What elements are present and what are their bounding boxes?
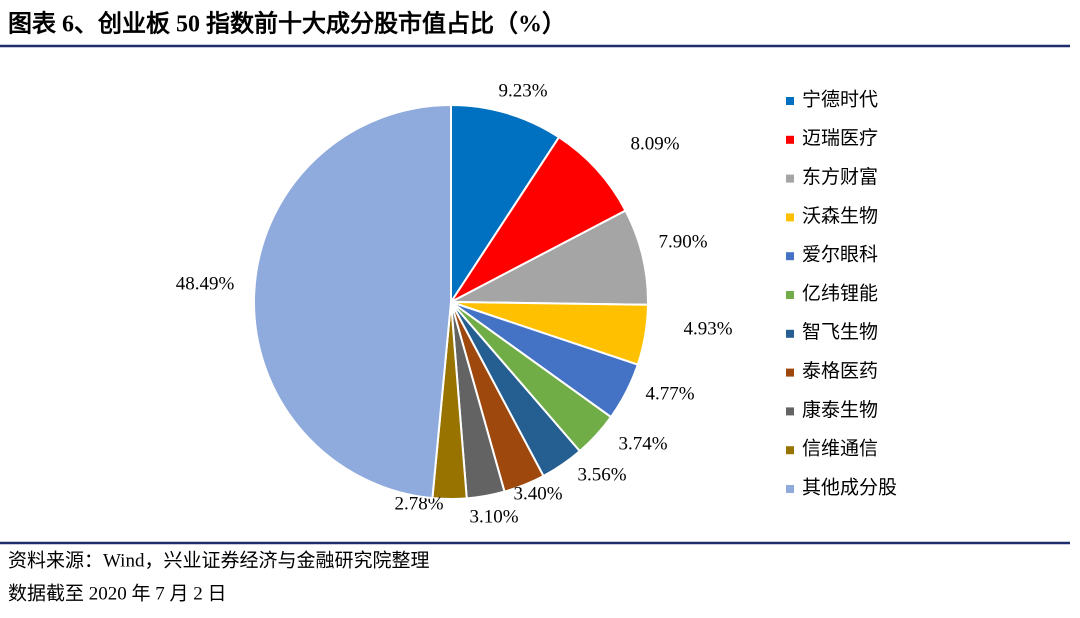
- pie-slice: [450, 209, 649, 306]
- legend-swatch: [786, 291, 794, 299]
- legend-swatch: [786, 446, 794, 455]
- data-label: 3.56%: [577, 464, 626, 485]
- legend-swatch: [786, 368, 794, 377]
- legend-swatch: [786, 97, 794, 105]
- pie-slice: [450, 103, 561, 306]
- data-label: 8.09%: [630, 133, 679, 154]
- data-label: 4.93%: [683, 318, 732, 339]
- legend-label: 宁德时代: [802, 88, 878, 110]
- legend-swatch: [786, 407, 794, 416]
- legend-label: 其他成分股: [802, 476, 897, 498]
- legend-swatch: [786, 252, 794, 261]
- legend-label: 爱尔眼科: [802, 244, 878, 266]
- chart-title: 图表 6、创业板 50 指数前十大成分股市值占比（%）: [8, 10, 566, 38]
- legend-label: 康泰生物: [802, 399, 878, 421]
- legend-swatch: [786, 213, 794, 222]
- legend-label: 东方财富: [802, 166, 878, 188]
- legend-label: 迈瑞医疗: [802, 127, 878, 149]
- data-label: 48.49%: [176, 273, 235, 294]
- legend-label: 智飞生物: [802, 321, 878, 343]
- data-label: 3.10%: [469, 506, 518, 527]
- data-label: 7.90%: [658, 231, 707, 252]
- data-label: 3.40%: [513, 483, 562, 504]
- legend-swatch: [786, 135, 794, 144]
- legend-label: 信维通信: [802, 438, 878, 460]
- source-note: 资料来源：Wind，兴业证券经济与金融研究院整理: [8, 549, 429, 571]
- legend-label: 沃森生物: [802, 205, 878, 227]
- data-label: 3.74%: [618, 433, 667, 454]
- pie-slice: [448, 135, 627, 305]
- data-label: 9.23%: [498, 80, 547, 101]
- data-label: 4.77%: [645, 383, 694, 404]
- legend-swatch: [786, 485, 794, 493]
- legend-label: 泰格医药: [802, 360, 878, 382]
- pie-slice: [253, 103, 452, 500]
- date-note: 数据截至 2020 年 7 月 2 日: [8, 582, 227, 604]
- legend-swatch: [786, 329, 794, 338]
- legend-label: 亿纬锂能: [802, 282, 878, 304]
- legend-swatch: [786, 174, 794, 183]
